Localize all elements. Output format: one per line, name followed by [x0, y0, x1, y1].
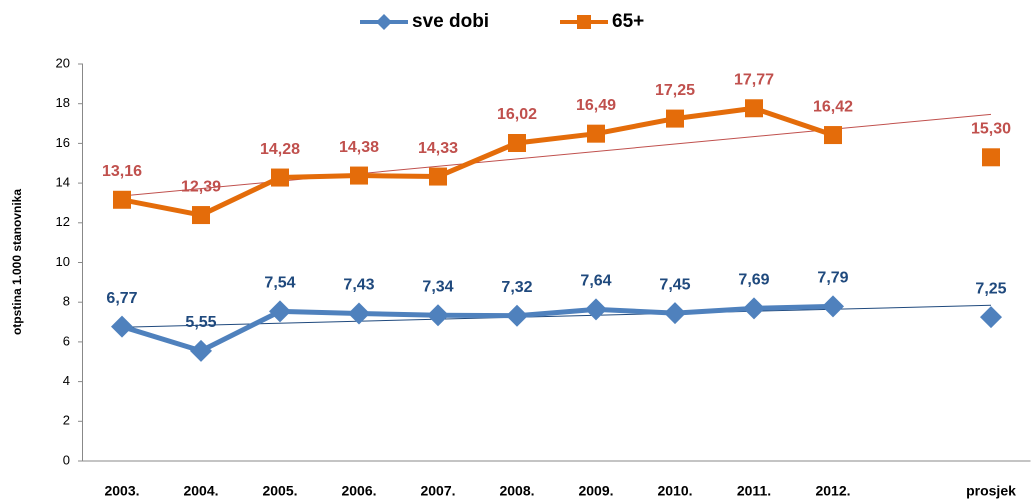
marker: [745, 99, 763, 118]
y-tick-label: 8: [63, 294, 70, 309]
marker: [666, 109, 684, 128]
y-tick-label: 20: [56, 55, 70, 70]
data-label: 7,43: [343, 277, 374, 294]
data-label: 15,30: [971, 121, 1011, 138]
marker: [506, 304, 528, 327]
legend-marker: [376, 14, 392, 30]
data-label: 13,16: [102, 163, 142, 180]
trend-line: [121, 304, 992, 328]
marker: [824, 126, 842, 145]
data-label: 14,38: [339, 139, 379, 156]
data-label: 16,02: [497, 106, 537, 123]
data-label: 7,34: [422, 279, 453, 296]
marker: [982, 148, 1000, 167]
data-label: 14,28: [260, 141, 300, 158]
data-label: 7,69: [738, 272, 769, 289]
y-tick-label: 12: [56, 214, 70, 229]
x-tick-label: 2010.: [657, 483, 692, 499]
series-line: [121, 105, 834, 218]
marker: [192, 206, 210, 225]
x-tick-label: 2008.: [499, 483, 534, 499]
data-label: 7,25: [975, 280, 1006, 297]
marker: [980, 306, 1002, 329]
marker: [111, 315, 133, 338]
x-tick-label: 2004.: [183, 483, 218, 499]
data-label: 17,77: [734, 71, 774, 88]
marker: [822, 295, 844, 318]
marker: [429, 167, 447, 186]
data-label: 17,25: [655, 82, 695, 99]
data-label: 14,33: [418, 140, 458, 157]
marker: [427, 304, 449, 327]
data-label: 7,64: [580, 273, 611, 290]
data-label: 7,79: [817, 270, 848, 287]
marker: [587, 124, 605, 143]
marker: [743, 297, 765, 320]
data-label: 7,54: [264, 275, 295, 292]
x-tick-label: 2005.: [262, 483, 297, 499]
marker: [664, 302, 686, 325]
marker: [350, 166, 368, 185]
marker: [269, 300, 291, 323]
y-tick-label: 14: [56, 175, 70, 190]
data-label: 6,77: [106, 290, 137, 307]
y-tick-label: 10: [56, 254, 70, 269]
y-tick-label: 2: [63, 413, 70, 428]
marker: [271, 168, 289, 187]
trend-line: [121, 113, 992, 197]
marker: [348, 302, 370, 325]
y-tick-label: 18: [56, 95, 70, 110]
marker: [113, 190, 131, 209]
data-label: 16,49: [576, 97, 616, 114]
x-tick-label: 2006.: [341, 483, 376, 499]
legend-label: 65+: [612, 11, 644, 32]
series-line: [121, 303, 834, 354]
x-tick-label: prosjek: [966, 483, 1016, 499]
data-label: 7,45: [659, 276, 690, 293]
data-label: 16,42: [813, 98, 853, 115]
x-tick-label: 2011.: [737, 483, 771, 499]
y-tick-label: 16: [56, 135, 70, 150]
data-label: 12,39: [181, 178, 221, 195]
legend-label: sve dobi: [412, 11, 489, 32]
x-tick-label: 2012.: [815, 483, 850, 499]
marker: [508, 134, 526, 153]
y-axis-label: otpstina 1.000 stanovnika: [10, 189, 24, 335]
x-tick-label: 2003.: [104, 483, 139, 499]
data-label: 7,32: [501, 279, 532, 296]
y-tick-label: 6: [63, 333, 70, 348]
y-tick-label: 4: [63, 373, 70, 388]
y-tick-label: 0: [63, 452, 70, 467]
x-tick-label: 2009.: [578, 483, 613, 499]
legend-marker: [577, 15, 591, 29]
x-tick-label: 2007.: [420, 483, 455, 499]
marker: [190, 339, 212, 362]
data-label: 5,55: [185, 314, 216, 331]
marker: [585, 298, 607, 321]
